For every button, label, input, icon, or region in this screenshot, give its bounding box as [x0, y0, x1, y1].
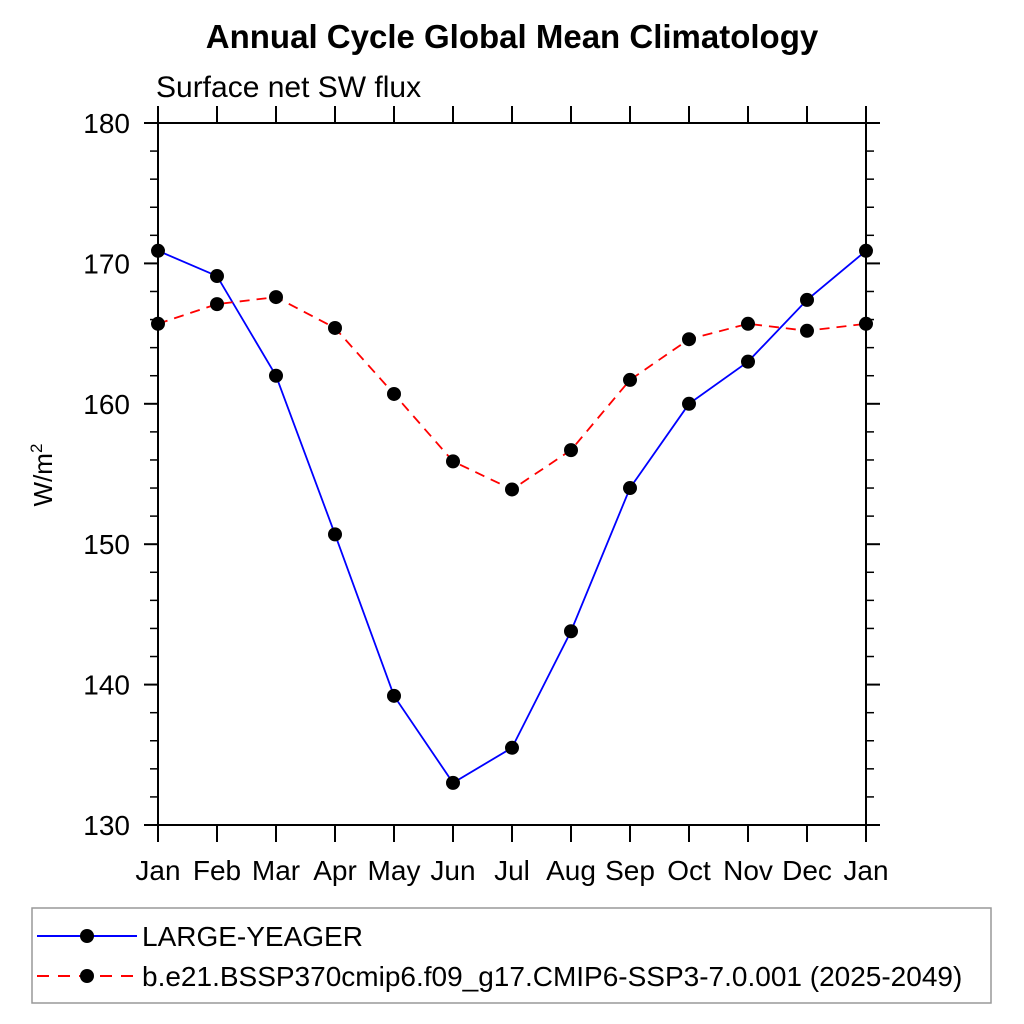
legend: LARGE-YEAGER b.e21.BSSP370cmip6.f09_g17.…	[31, 907, 992, 1004]
data-point-marker	[623, 481, 637, 496]
chart-subtitle: Surface net SW flux	[156, 71, 421, 104]
data-point-marker	[151, 316, 165, 331]
data-point-marker	[505, 482, 519, 497]
data-point-marker	[446, 775, 460, 790]
x-tick-label: May	[368, 855, 421, 886]
data-point-marker	[505, 740, 519, 755]
data-point-marker	[623, 372, 637, 387]
x-tick-label: Jun	[430, 855, 475, 886]
y-axis-label: W/m2	[27, 444, 58, 507]
data-point-marker	[741, 354, 755, 369]
y-tick-label: 140	[83, 670, 130, 701]
y-tick-label: 180	[83, 108, 130, 139]
data-point-marker	[859, 316, 873, 331]
series-line	[157, 296, 867, 491]
data-point-marker	[328, 527, 342, 542]
x-tick-label: Sep	[605, 855, 655, 886]
data-point-marker	[564, 443, 578, 458]
chart-title: Annual Cycle Global Mean Climatology	[206, 18, 819, 55]
legend-item-large-yeager: LARGE-YEAGER	[37, 921, 363, 952]
y-tick-label: 150	[83, 529, 130, 560]
data-point-marker	[210, 269, 224, 284]
legend-marker-dot-icon	[80, 929, 94, 943]
legend-item-cmip6-ssp3: b.e21.BSSP370cmip6.f09_g17.CMIP6-SSP3-7.…	[37, 961, 962, 992]
data-point-marker	[387, 386, 401, 401]
data-point-marker	[800, 292, 814, 307]
y-tick-label: 130	[83, 810, 130, 841]
series-line	[157, 249, 867, 785]
series-lines	[157, 249, 867, 785]
x-tick-label: Dec	[782, 855, 832, 886]
data-point-marker	[387, 688, 401, 703]
x-tick-label: Oct	[667, 855, 711, 886]
data-point-marker	[328, 320, 342, 335]
data-point-marker	[682, 396, 696, 411]
x-tick-label: Nov	[723, 855, 773, 886]
x-tick-label: Feb	[193, 855, 241, 886]
x-tick-label: Jul	[494, 855, 530, 886]
plot-frame	[157, 122, 867, 826]
legend-border	[31, 907, 992, 1004]
data-point-markers	[151, 243, 873, 790]
data-point-marker	[564, 624, 578, 639]
legend-label-large-yeager: LARGE-YEAGER	[142, 921, 363, 952]
data-point-marker	[210, 297, 224, 312]
x-tick-label: Apr	[313, 855, 357, 886]
legend-marker-dot-icon	[80, 969, 94, 983]
x-tick-label: Jan	[843, 855, 888, 886]
data-point-marker	[859, 243, 873, 258]
y-tick-label: 170	[83, 248, 130, 279]
axes: Jan Feb Mar Apr May Jun Jul Aug Sep Oct Nov Dec Jan1…	[83, 106, 889, 886]
data-point-marker	[446, 454, 460, 469]
data-point-marker	[269, 368, 283, 383]
data-point-marker	[269, 290, 283, 305]
data-point-marker	[682, 332, 696, 347]
x-tick-label: Jan	[135, 855, 180, 886]
data-point-marker	[151, 243, 165, 258]
x-tick-label: Mar	[252, 855, 300, 886]
legend-label-cmip6-ssp3: b.e21.BSSP370cmip6.f09_g17.CMIP6-SSP3-7.…	[142, 961, 962, 992]
data-point-marker	[800, 323, 814, 338]
data-point-marker	[741, 316, 755, 331]
x-tick-label: Aug	[546, 855, 596, 886]
y-tick-label: 160	[83, 389, 130, 420]
